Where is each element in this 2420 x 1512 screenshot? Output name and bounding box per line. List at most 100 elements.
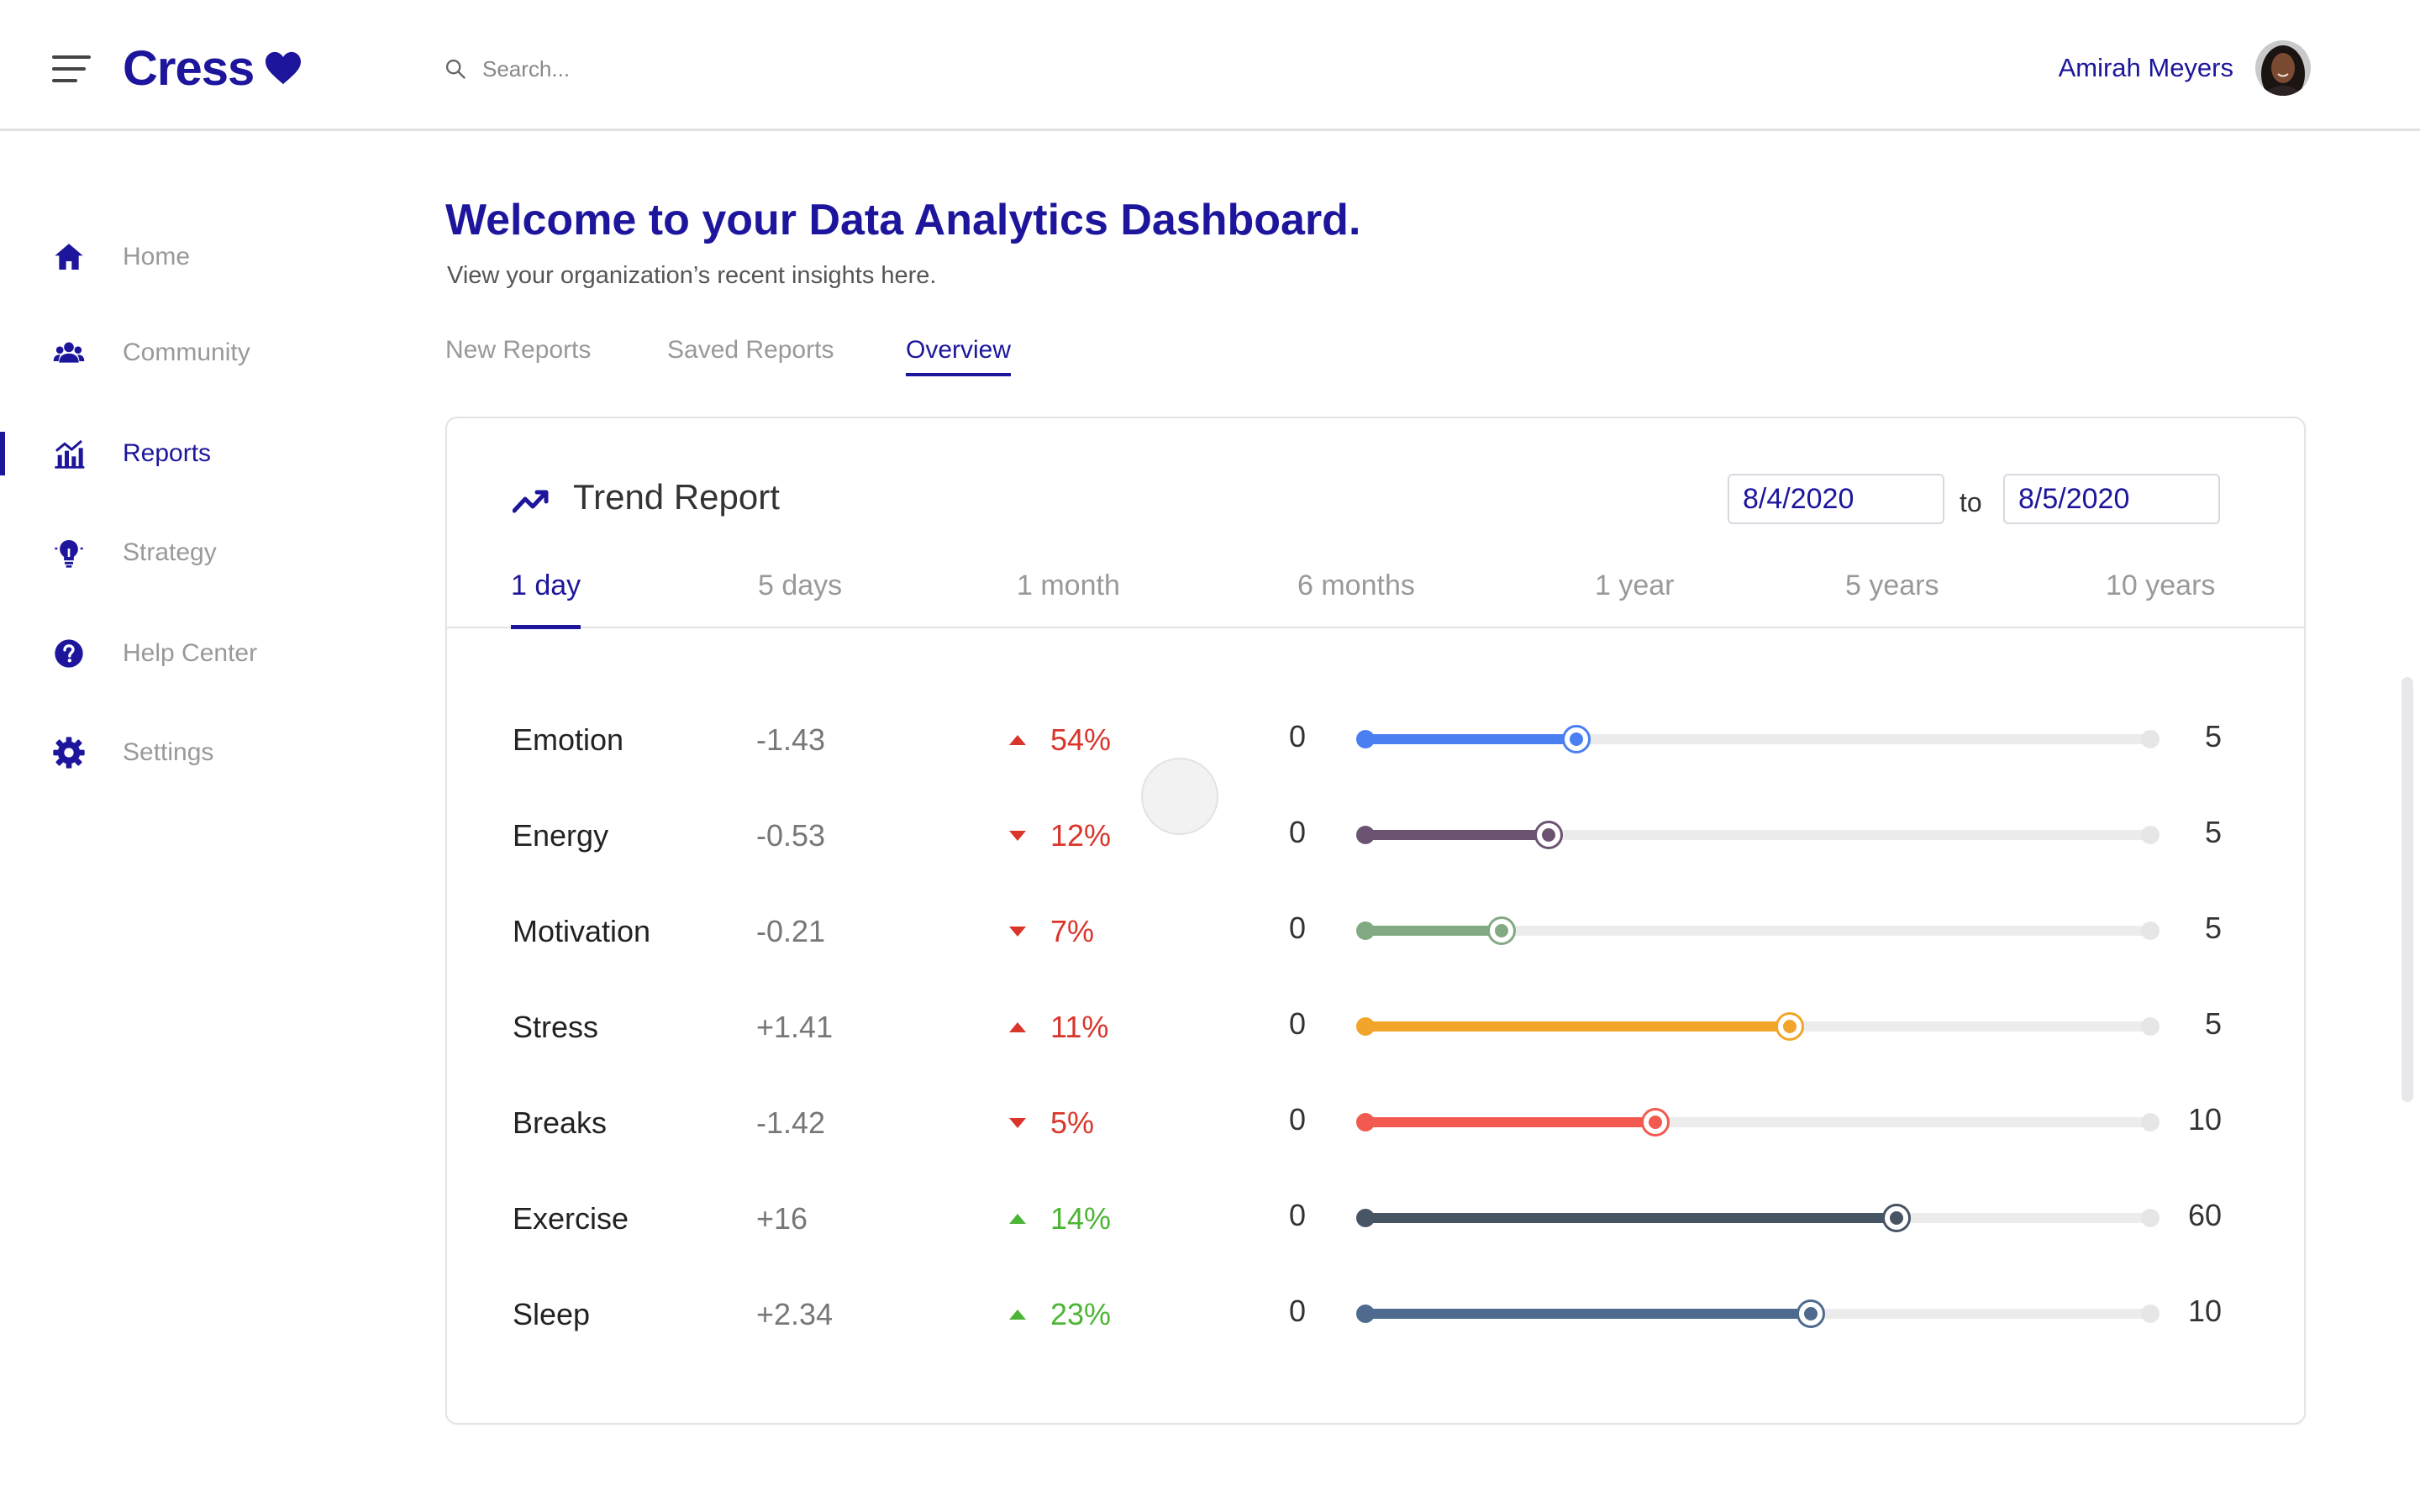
heart-icon [266, 51, 302, 85]
range-max-label: 10 [2187, 1102, 2222, 1137]
sidebar: Home Community Reports [0, 131, 395, 1512]
metric-slider[interactable] [1356, 1108, 2160, 1137]
range-tab-5-years[interactable]: 5 years [1845, 570, 1939, 601]
lightbulb-icon [50, 534, 87, 571]
slider-start-dot [1356, 730, 1375, 748]
sidebar-item-help-center[interactable]: Help Center [0, 628, 395, 679]
slider-end-dot [2141, 730, 2160, 748]
reports-icon [50, 435, 87, 472]
arrow-down-icon [1009, 831, 1026, 841]
metric-row: Emotion -1.43 54% 0 5 [447, 690, 2304, 774]
sidebar-item-label: Reports [123, 439, 212, 467]
metric-slider[interactable] [1356, 821, 2160, 849]
metric-change-text: 23% [1050, 1297, 1112, 1331]
slider-fill [1363, 926, 1502, 936]
tab-overview[interactable]: Overview [906, 336, 1012, 376]
sidebar-item-label: Home [123, 243, 191, 270]
tab-new-reports[interactable]: New Reports [445, 336, 592, 364]
slider-fill [1363, 734, 1576, 744]
avatar[interactable] [2255, 40, 2311, 96]
metric-row: Exercise +16 14% 0 60 [447, 1169, 2304, 1253]
metric-row: Stress +1.41 11% 0 5 [447, 978, 2304, 1062]
app-logo[interactable]: Cress [123, 39, 302, 97]
slider-end-dot [2141, 1017, 2160, 1036]
gear-icon [50, 734, 87, 771]
metric-change: 14% [1008, 1201, 1111, 1236]
search-input[interactable] [482, 55, 986, 82]
trending-up-icon [513, 490, 549, 513]
sidebar-item-label: Settings [123, 738, 214, 766]
sidebar-item-settings[interactable]: Settings [0, 727, 395, 778]
cursor-indicator [1141, 758, 1218, 835]
range-max-label: 5 [2204, 911, 2222, 945]
metric-slider[interactable] [1356, 725, 2160, 753]
app-name: Cress [123, 40, 255, 96]
user-menu[interactable]: Amirah Meyers [2059, 39, 2311, 97]
range-tab-1-day[interactable]: 1 day [511, 570, 581, 629]
metric-slider[interactable] [1356, 916, 2160, 945]
slider-fill [1363, 1021, 1790, 1032]
metric-row: Sleep +2.34 23% 0 10 [447, 1265, 2304, 1349]
metric-change: 11% [1008, 1010, 1108, 1045]
tab-saved-reports[interactable]: Saved Reports [667, 336, 834, 364]
slider-thumb[interactable] [1775, 1012, 1804, 1041]
range-max-label: 5 [2204, 815, 2222, 849]
range-max-label: 10 [2187, 1294, 2222, 1328]
sidebar-item-label: Strategy [123, 538, 217, 566]
sidebar-item-strategy[interactable]: Strategy [0, 528, 395, 578]
arrow-up-icon [1009, 735, 1026, 745]
metric-value: -1.42 [756, 1105, 826, 1140]
slider-end-dot [2141, 1113, 2160, 1131]
top-header: Cress Amirah Meyers [0, 0, 2420, 131]
slider-thumb[interactable] [1486, 916, 1516, 945]
metric-row: Breaks -1.42 5% 0 10 [447, 1074, 2304, 1158]
metric-name: Emotion [513, 722, 624, 757]
range-min-label: 0 [1289, 1102, 1307, 1137]
arrow-down-icon [1009, 927, 1026, 937]
slider-thumb[interactable] [1881, 1204, 1911, 1232]
metric-value: -0.21 [756, 914, 826, 948]
metric-name: Exercise [513, 1201, 629, 1236]
menu-icon[interactable] [52, 55, 91, 82]
range-max-label: 5 [2204, 1006, 2222, 1041]
metric-row: Energy -0.53 12% 0 5 [447, 786, 2304, 870]
range-tab-6-months[interactable]: 6 months [1297, 570, 1415, 601]
date-separator: to [1960, 487, 1982, 517]
range-max-label: 60 [2187, 1198, 2222, 1232]
metric-slider[interactable] [1356, 1204, 2160, 1232]
metric-change-text: 12% [1050, 818, 1112, 853]
scrollbar-thumb[interactable] [2402, 677, 2413, 1102]
sidebar-item-reports[interactable]: Reports [0, 428, 395, 479]
metric-change: 7% [1008, 914, 1094, 949]
date-from-input[interactable] [1728, 474, 1944, 524]
range-tab-10-years[interactable]: 10 years [2106, 570, 2216, 601]
range-min-label: 0 [1289, 1006, 1307, 1041]
range-min-label: 0 [1289, 911, 1307, 945]
sidebar-item-home[interactable]: Home [0, 232, 395, 282]
page-scrollbar[interactable] [2395, 131, 2420, 1512]
community-icon [50, 334, 87, 371]
range-min-label: 0 [1289, 719, 1307, 753]
range-tab-1-year[interactable]: 1 year [1595, 570, 1675, 601]
slider-fill [1363, 830, 1549, 840]
metric-value: -0.53 [756, 818, 826, 853]
page-subtitle: View your organization’s recent insights… [447, 262, 937, 289]
sidebar-item-community[interactable]: Community [0, 328, 395, 378]
slider-thumb[interactable] [1796, 1299, 1825, 1328]
search-bar[interactable] [444, 52, 1032, 86]
metric-slider[interactable] [1356, 1299, 2160, 1328]
metric-change-text: 14% [1050, 1201, 1112, 1236]
range-tab-1-month[interactable]: 1 month [1017, 570, 1120, 601]
slider-thumb[interactable] [1640, 1108, 1670, 1137]
metric-slider[interactable] [1356, 1012, 2160, 1041]
metric-row: Motivation -0.21 7% 0 5 [447, 882, 2304, 966]
metric-value: +1.41 [756, 1010, 834, 1044]
sidebar-item-label: Community [123, 339, 250, 366]
metric-name: Stress [513, 1010, 599, 1044]
user-name[interactable]: Amirah Meyers [2058, 53, 2233, 82]
slider-end-dot [2141, 921, 2160, 940]
range-tab-5-days[interactable]: 5 days [758, 570, 843, 601]
slider-thumb[interactable] [1561, 725, 1591, 753]
date-to-input[interactable] [2003, 474, 2220, 524]
slider-thumb[interactable] [1534, 821, 1563, 849]
